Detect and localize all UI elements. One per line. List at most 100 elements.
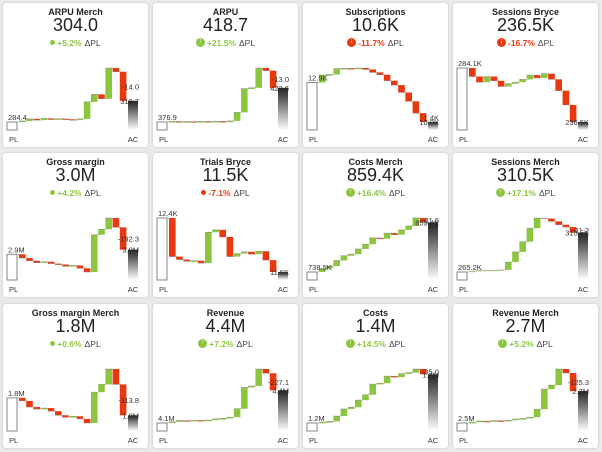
delta-percent: +17.1% — [506, 188, 536, 198]
waterfall-step-bar — [105, 369, 112, 385]
waterfall-step-bar — [383, 233, 391, 239]
waterfall-step-bar — [562, 90, 570, 105]
waterfall-step-bar — [98, 94, 105, 99]
kpi-card[interactable]: Sessions Merch 310.5K ↑ +17.1% ΔPL 265.2K 310.… — [453, 153, 598, 297]
waterfall-step-bar — [262, 68, 270, 71]
kpi-card[interactable]: Revenue 4.4M ↑ +7.2% ΔPL 4.1M 4.4M -227.1 PL AC — [153, 304, 298, 448]
delta-percent: +21.5% — [206, 38, 236, 48]
waterfall-step-bar — [355, 248, 362, 255]
ac-axis-label: AC — [128, 285, 139, 294]
waterfall-step-bar — [497, 80, 505, 87]
pl-axis-label: PL — [309, 285, 318, 294]
kpi-card[interactable]: Revenue Merch 2.7M ↑ +5.2% ΔPL 2.5M 2.7M -125.3… — [453, 304, 598, 448]
kpi-card[interactable]: Gross margin 3.0M +4.2% ΔPL 2.9M 3.0M -192.3 PL… — [3, 153, 148, 297]
delta-percent: +5.2% — [509, 339, 534, 349]
delta-line: ↑ +7.2% ΔPL — [153, 339, 298, 349]
ac-axis-label: AC — [578, 135, 589, 144]
pl-axis-label: PL — [159, 135, 168, 144]
waterfall-step-bar — [183, 259, 190, 262]
last-delta-label: -35.0 — [422, 368, 439, 377]
waterfall-step-bar — [555, 369, 562, 386]
waterfall-step-bar — [83, 268, 91, 272]
kpi-card[interactable]: Costs 1.4M ↑ +14.5% ΔPL 1.2M 1.4M -35.0 PL AC — [303, 304, 448, 448]
card-title: Sessions Bryce — [491, 7, 560, 17]
waterfall-chart: 4.1M 4.4M-227.1 PL AC — [156, 368, 289, 445]
waterfall-step-bar — [233, 112, 241, 121]
waterfall-step-bar — [333, 416, 340, 422]
kpi-card[interactable]: Trials Bryce 11.5K -7.1% ΔPL 12.4K 11.5K PL AC — [153, 153, 298, 297]
waterfall-step-bar — [183, 121, 190, 123]
waterfall-step-bar — [55, 263, 62, 265]
delta-percent: -16.7% — [507, 38, 535, 48]
kpi-value: 2.7M — [505, 316, 546, 336]
waterfall-step-bar — [519, 79, 526, 83]
waterfall-step-bar — [362, 394, 369, 401]
waterfall-step-bar — [526, 417, 534, 419]
last-delta-label: -11.6 — [422, 216, 439, 225]
waterfall-step-bar — [69, 265, 76, 267]
kpi-card[interactable]: Sessions Bryce 236.5K ↓ -16.7% ΔPL 284.1K 236.… — [453, 3, 598, 147]
delta-line: ↑ +16.4% ΔPL — [303, 188, 448, 198]
kpi-value: 10.6K — [351, 15, 400, 35]
end-value-label: 1.4M — [422, 370, 439, 379]
pl-bar — [456, 422, 468, 432]
card-title: Sessions Merch — [491, 157, 560, 167]
waterfall-step-bar — [469, 68, 476, 77]
waterfall-chart: 738.5K 859.4K-11.6 PL AC — [306, 216, 439, 294]
waterfall-step-bar — [241, 251, 248, 254]
waterfall-step-bar — [269, 70, 277, 88]
waterfall-step-bar — [519, 241, 526, 252]
kpi-card[interactable]: ARPU Merch 304.0 +5.2% ΔPL 284.4 310.7 -14.0 PL… — [3, 3, 148, 147]
ac-bar — [428, 374, 438, 431]
start-value-label: 265.2K — [458, 263, 482, 272]
delta-line: ↑ +14.5% ΔPL — [303, 339, 448, 349]
waterfall-step-bar — [555, 79, 562, 91]
waterfall-step-bar — [19, 254, 26, 259]
waterfall-chart: 284.1K 236.5K PL AC — [456, 59, 589, 144]
pl-axis-label: PL — [459, 285, 468, 294]
waterfall-step-bar — [505, 83, 512, 87]
waterfall-chart: 12.4K 11.5K PL AC — [156, 209, 289, 294]
card-title: Trials Bryce — [199, 157, 252, 167]
waterfall-step-bar — [241, 387, 248, 409]
waterfall-step-bar — [555, 221, 562, 225]
waterfall-step-bar — [376, 383, 384, 385]
card-title: Costs — [362, 308, 388, 318]
waterfall-step-bar — [319, 422, 326, 424]
waterfall-step-bar — [526, 75, 534, 80]
arrow-up-icon: ↑ — [345, 339, 355, 348]
waterfall-step-bar — [412, 101, 420, 114]
waterfall-step-bar — [269, 373, 277, 391]
waterfall-step-bar — [19, 397, 26, 401]
waterfall-step-bar — [26, 258, 33, 261]
end-value-label: 423.6 — [270, 84, 289, 93]
kpi-value: 11.5K — [202, 165, 249, 185]
waterfall-step-bar — [512, 418, 519, 421]
ac-bar — [128, 100, 138, 130]
waterfall-step-bar — [340, 408, 348, 417]
last-delta-label: -227.1 — [268, 378, 289, 387]
delta-label: ΔPL — [539, 188, 556, 198]
ac-bar — [128, 415, 138, 431]
waterfall-step-bar — [112, 218, 120, 228]
kpi-card[interactable]: ARPU 418.7 ↑ +21.5% ΔPL 376.9 423.6 -13.0 PL AC — [153, 3, 298, 147]
waterfall-step-bar — [383, 376, 391, 384]
waterfall-step-bar — [505, 420, 512, 422]
waterfall-step-bar — [262, 251, 270, 261]
kpi-card[interactable]: Gross margin Merch 1.8M +0.6% ΔPL 1.8M 1.8M -1… — [3, 304, 148, 448]
waterfall-step-bar — [33, 260, 40, 263]
card-title: Revenue Merch — [492, 308, 559, 318]
waterfall-step-bar — [347, 407, 355, 409]
waterfall-step-bar — [62, 415, 69, 418]
waterfall-step-bar — [212, 229, 219, 233]
kpi-card[interactable]: Costs Merch 859.4K ↑ +16.4% ΔPL 738.5K 859.4K -… — [303, 153, 448, 297]
end-value-label: 310.7 — [120, 97, 139, 106]
delta-line: +0.6% ΔPL — [3, 339, 148, 349]
kpi-card[interactable]: Subscriptions 10.6K ↓ -11.7% ΔPL 12.9K 10.9K 1.… — [303, 3, 448, 147]
waterfall-chart: 376.9 423.6-13.0 PL AC — [156, 67, 289, 144]
kpi-value: 304.0 — [52, 15, 99, 35]
pl-bar — [456, 67, 468, 131]
waterfall-step-bar — [190, 260, 198, 262]
delta-label: ΔPL — [389, 188, 406, 198]
